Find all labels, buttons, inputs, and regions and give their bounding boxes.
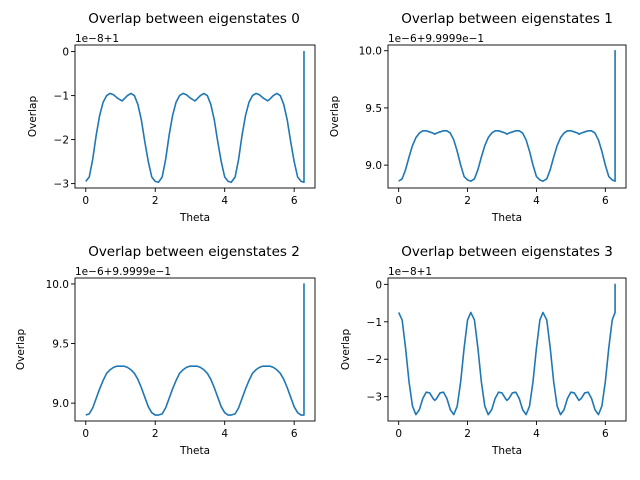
axes-frame [387,277,627,422]
x-tick-label: 6 [291,195,298,207]
y-tick-label: 10.0 [46,279,69,291]
x-axis-label: Theta [179,212,210,224]
chart-title: Overlap between eigenstates 3 [401,244,613,260]
axes-frame [74,44,316,189]
axes-frame [74,277,316,422]
axes-frame [387,44,627,189]
subplot-2: Overlap between eigenstates 2 1e−6+9.9999… [15,244,316,457]
y-tick-label: −1 [54,91,69,103]
y-tick-label: 9.0 [365,160,382,172]
y-axis-label: Overlap [15,329,27,371]
y-axis-label: Overlap [329,96,341,138]
x-tick-label: 4 [221,195,228,207]
subplot-0: Overlap between eigenstates 0 1e−8+1 0 2 4 6 0… [27,11,316,224]
x-tick-label: 2 [464,195,471,207]
subplot-1: Overlap between eigenstates 1 1e−6+9.9999… [329,11,627,224]
chart-title: Overlap between eigenstates 2 [88,244,300,260]
y-tick-label: 0 [375,279,382,291]
y-tick-label: −2 [367,354,382,366]
x-tick-label: 0 [395,428,402,440]
x-tick-label: 2 [464,428,471,440]
chart-title: Overlap between eigenstates 1 [401,11,613,27]
subplot-3: Overlap between eigenstates 3 1e−8+1 0 2 4 6 0… [340,244,627,457]
y-tick-label: 9.0 [52,398,69,410]
y-tick-label: 9.5 [52,339,69,351]
x-axis-label: Theta [179,445,210,457]
y-tick-label: −3 [54,179,69,191]
series-line-0 [397,283,616,416]
y-tick-label: −2 [54,135,69,147]
y-tick-label: 0 [62,47,69,59]
axis-offset-text: 1e−6+9.9999e−1 [388,33,484,45]
y-tick-label: 10.0 [359,46,382,58]
axis-offset-text: 1e−8+1 [388,266,432,278]
chart-title: Overlap between eigenstates 0 [88,11,300,27]
x-axis-label: Theta [491,212,522,224]
x-tick-label: 2 [152,195,159,207]
x-tick-label: 6 [291,428,298,440]
series-line-0 [398,49,616,182]
x-tick-label: 4 [533,195,540,207]
axis-offset-text: 1e−6+9.9999e−1 [75,266,171,278]
x-tick-label: 0 [395,195,402,207]
x-tick-label: 6 [602,428,609,440]
axis-offset-text: 1e−8+1 [75,33,119,45]
x-tick-label: 2 [152,428,159,440]
y-tick-label: −3 [367,392,382,404]
y-axis-label: Overlap [340,329,352,371]
x-tick-label: 4 [221,428,228,440]
x-tick-label: 4 [533,428,540,440]
y-axis-label: Overlap [27,96,39,138]
x-tick-label: 0 [82,428,89,440]
series-line-0 [85,50,305,184]
x-axis-label: Theta [491,445,522,457]
x-tick-label: 0 [82,195,89,207]
series-line-0 [85,283,305,416]
x-tick-label: 6 [602,195,609,207]
y-tick-label: 9.5 [365,103,382,115]
y-tick-label: −1 [367,317,382,329]
